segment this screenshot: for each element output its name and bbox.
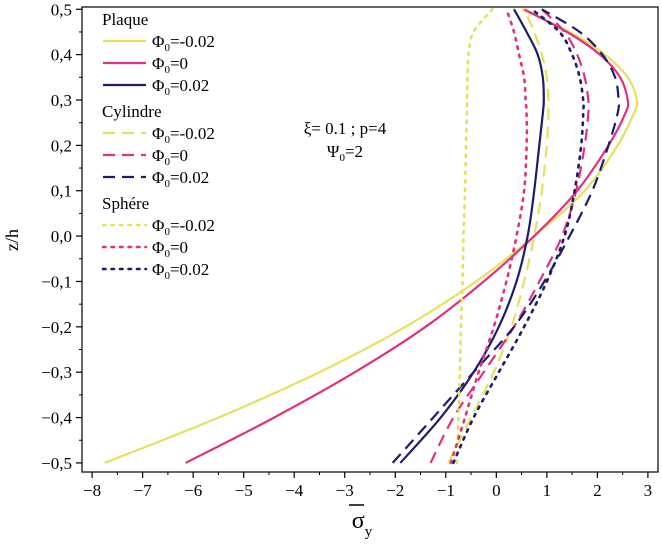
series-line-sphére-2 (452, 8, 585, 465)
series-line-sphére-1 (449, 8, 529, 465)
legend-entry: Φ0=-0.02 (152, 32, 215, 54)
annotation-line2: Ψ0=2 (327, 142, 363, 164)
legend-entry: Φ0=-0.02 (152, 124, 215, 146)
legend-entry: Φ0=0.02 (152, 168, 209, 190)
x-tick-label: −4 (285, 481, 304, 500)
x-tick-label: −1 (437, 481, 455, 500)
x-tick-label: −6 (184, 481, 202, 500)
x-tick-label: 2 (593, 481, 602, 500)
legend-group-title: Sphére (102, 194, 149, 213)
legend: PlaqueΦ0=-0.02Φ0=0Φ0=0.02CylindreΦ0=-0.0… (101, 10, 215, 282)
x-tick-label: −5 (235, 481, 253, 500)
legend-entry: Φ0=-0.02 (152, 216, 215, 238)
y-tick-label: 0,3 (51, 91, 72, 110)
series-line-plaque-1 (185, 8, 630, 464)
annotation-line2-sub: 0 (339, 152, 345, 164)
plot-frame (81, 6, 659, 473)
x-tick-label: 1 (543, 481, 552, 500)
series-line-sphére-0 (455, 8, 494, 465)
series-line-cylindre-0 (447, 8, 550, 464)
x-axis-label-main: σ (352, 508, 365, 534)
series-line-plaque-0 (104, 8, 639, 464)
y-tick-label: 0,5 (51, 0, 72, 19)
x-tick-label: −8 (83, 481, 101, 500)
annotation-line2-rest: =2 (345, 142, 363, 161)
x-axis-label: σy (352, 508, 373, 540)
ticks-layer: −8 −7 −6 −5 −4 −3 −2 −1 0 1 2 3 −0,5 −0,4 −0,3 −0,2 −0,1… (41, 0, 652, 500)
y-tick-label: −0,1 (41, 272, 72, 291)
series-line-cylindre-2 (391, 8, 621, 464)
y-tick-label: −0,2 (41, 318, 72, 337)
y-tick-label: 0,4 (51, 46, 73, 65)
y-tick-label: 0,1 (51, 182, 72, 201)
series-line-cylindre-1 (429, 8, 590, 464)
x-tick-label: 0 (492, 481, 501, 500)
x-tick-label: −7 (134, 481, 153, 500)
annotation-line1: ξ= 0.1 ; p=4 (304, 119, 387, 138)
y-tick-label: −0,4 (41, 409, 72, 428)
annotation-line2-main: Ψ (327, 142, 340, 161)
legend-entry: Φ0=0 (152, 146, 188, 168)
legend-entry: Φ0=0.02 (152, 260, 209, 282)
series-layer (104, 8, 639, 465)
x-axis-label-sub: y (365, 524, 373, 540)
y-tick-label: 0,2 (51, 136, 72, 155)
y-axis-label: z/h (2, 229, 22, 251)
legend-entry: Φ0=0 (152, 54, 188, 76)
x-tick-label: −3 (336, 481, 354, 500)
legend-group-title: Plaque (102, 10, 148, 29)
y-tick-label: 0,0 (51, 227, 72, 246)
x-tick-label: −2 (386, 481, 404, 500)
x-tick-label: 3 (644, 481, 653, 500)
legend-entry: Φ0=0.02 (152, 76, 209, 98)
legend-entry: Φ0=0 (152, 238, 188, 260)
y-tick-label: −0,5 (41, 454, 72, 473)
legend-group-title: Cylindre (102, 102, 162, 121)
y-tick-label: −0,3 (41, 363, 72, 382)
